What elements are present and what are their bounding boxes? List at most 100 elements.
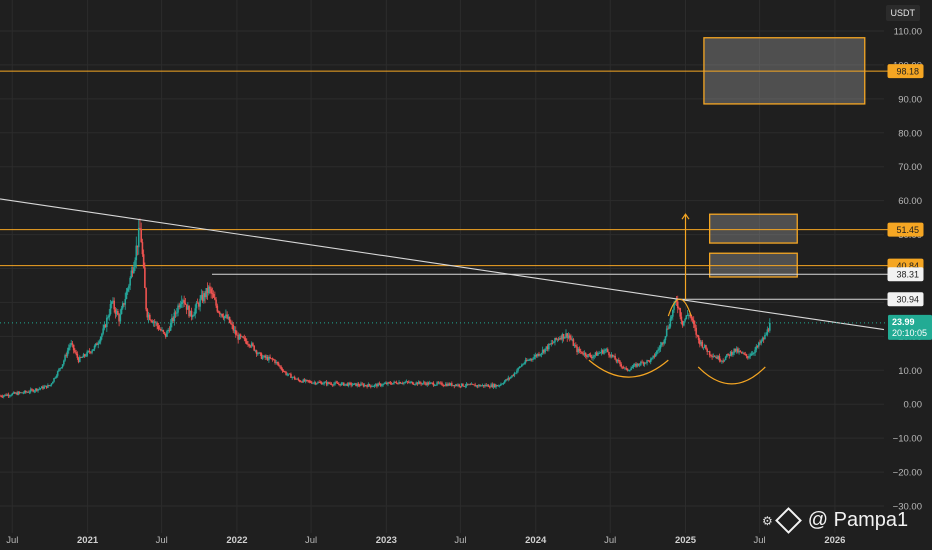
candle-body [118, 314, 120, 322]
candle-body [678, 307, 680, 309]
candle-body [153, 321, 156, 323]
x-tick-label: 2026 [824, 535, 845, 546]
candle-body [227, 316, 230, 319]
candle-body [480, 385, 483, 387]
target-boxes[interactable] [703, 37, 866, 278]
candle-body [87, 350, 90, 352]
candle-body [112, 300, 114, 302]
x-axis[interactable]: Jul 2021 Jul 2022 Jul 2023 Jul 2024 Jul 2025 Jul 20… [6, 535, 845, 546]
candle-body [342, 382, 345, 386]
candle-body [550, 342, 553, 345]
candle-body [223, 316, 226, 319]
candle-body [302, 379, 305, 383]
candle-body [521, 364, 523, 367]
candle-body [307, 380, 309, 382]
candle-body [280, 366, 282, 369]
candle-body [369, 385, 372, 387]
candle-body [486, 384, 489, 387]
candle-body [654, 354, 657, 357]
cup-arc-2024[interactable] [588, 359, 669, 378]
candle-body [196, 302, 199, 304]
candle-body [506, 379, 508, 381]
candle-body [451, 383, 453, 386]
candle-body [133, 267, 135, 274]
trendline[interactable] [0, 198, 885, 331]
candle-body [703, 345, 706, 348]
candle-body [237, 335, 239, 340]
candle-body [22, 392, 25, 394]
candle-body [437, 382, 440, 384]
candle-body [498, 385, 501, 387]
candle-body [24, 390, 27, 393]
target-box-low[interactable] [709, 252, 798, 278]
candle-body [687, 315, 690, 316]
candle-body [624, 367, 626, 369]
candle-body [216, 305, 219, 312]
candle-body [297, 378, 300, 381]
candle-body [49, 384, 52, 386]
cup-arc-2025[interactable] [697, 366, 766, 385]
y-tick-label: −20.00 [893, 468, 922, 479]
candle-body [554, 337, 556, 343]
candle-body [453, 385, 456, 387]
candle-body [728, 354, 731, 356]
candle-body [600, 350, 603, 353]
candle-body [37, 389, 39, 391]
candle-body [620, 364, 623, 367]
candle-body [629, 370, 631, 371]
handle-arc-peak[interactable] [667, 298, 692, 317]
candle-body [610, 354, 613, 357]
candle-body [621, 366, 624, 368]
candle-body [641, 361, 643, 363]
candle-body [180, 301, 183, 305]
candle-body [50, 383, 53, 385]
drawings[interactable] [0, 198, 888, 385]
candle-body [18, 391, 21, 393]
candle-body [532, 359, 534, 360]
candle-body [220, 313, 222, 315]
horizontal-levels[interactable] [0, 70, 888, 300]
candle-body [466, 383, 469, 385]
candle-body [55, 375, 58, 378]
candle-body [306, 379, 308, 381]
candle-body [282, 370, 285, 372]
candle-body [207, 286, 210, 294]
candle-body [733, 348, 736, 353]
candle-body [185, 304, 188, 310]
candle-body [121, 303, 124, 309]
candle-body [474, 384, 476, 387]
candle-body [475, 385, 478, 387]
level-98-18-tag: 98.18 [896, 66, 919, 76]
candle-body [468, 384, 470, 386]
candle-body [135, 245, 138, 261]
candle-body [258, 352, 260, 354]
candle-body [9, 395, 11, 397]
candle-body [543, 349, 545, 353]
candle-body [80, 357, 82, 358]
x-tick-label: Jul [305, 535, 317, 546]
candle-body [243, 337, 246, 339]
candle-body [373, 384, 376, 387]
currency-badge[interactable]: USDT [885, 5, 920, 21]
candle-body [263, 355, 265, 357]
candle-body [738, 350, 740, 353]
candle-body [622, 367, 625, 369]
candle-body [587, 354, 589, 357]
candle-body [58, 369, 60, 372]
candle-body [190, 310, 193, 318]
y-tick-label: −10.00 [893, 434, 922, 445]
candle-body [71, 343, 74, 345]
target-box-mid[interactable] [709, 213, 798, 244]
candle-body [652, 355, 654, 358]
candle-body [636, 363, 639, 367]
candle-body [194, 308, 197, 315]
candle-body [420, 383, 422, 385]
candle-body [145, 287, 147, 310]
candle-body [123, 303, 125, 305]
candle-body [274, 359, 276, 363]
candle-body [573, 345, 576, 346]
candle-body [501, 383, 503, 385]
candle-body [269, 356, 271, 359]
candle-body [272, 359, 275, 361]
